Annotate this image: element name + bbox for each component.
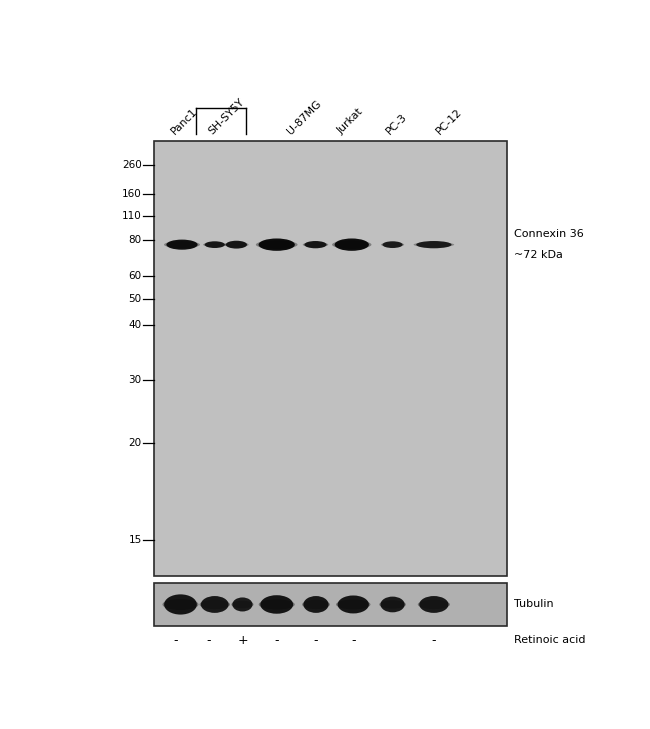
Ellipse shape bbox=[256, 241, 298, 249]
Ellipse shape bbox=[233, 598, 252, 612]
Ellipse shape bbox=[224, 242, 248, 247]
Text: -: - bbox=[351, 634, 356, 647]
Ellipse shape bbox=[166, 240, 198, 250]
Text: 40: 40 bbox=[129, 321, 142, 330]
Ellipse shape bbox=[164, 594, 197, 615]
Text: 80: 80 bbox=[129, 235, 142, 245]
Ellipse shape bbox=[231, 601, 254, 608]
Ellipse shape bbox=[164, 241, 200, 248]
Text: +: + bbox=[237, 634, 248, 647]
Text: ~72 kDa: ~72 kDa bbox=[514, 250, 564, 260]
Text: -: - bbox=[274, 634, 279, 647]
Ellipse shape bbox=[379, 600, 406, 609]
Ellipse shape bbox=[304, 241, 326, 249]
Text: PC-3: PC-3 bbox=[385, 112, 410, 136]
Ellipse shape bbox=[261, 595, 293, 614]
Text: -: - bbox=[174, 634, 178, 647]
Ellipse shape bbox=[416, 241, 452, 249]
Ellipse shape bbox=[303, 242, 328, 247]
Ellipse shape bbox=[201, 596, 229, 613]
Text: Jurkat: Jurkat bbox=[335, 107, 365, 136]
Text: 30: 30 bbox=[129, 375, 142, 386]
Text: 20: 20 bbox=[129, 438, 142, 448]
Text: -: - bbox=[314, 634, 318, 647]
Ellipse shape bbox=[162, 599, 198, 610]
Text: Panc1: Panc1 bbox=[169, 106, 199, 136]
Text: 60: 60 bbox=[129, 271, 142, 281]
Ellipse shape bbox=[413, 242, 454, 247]
Text: -: - bbox=[207, 634, 211, 647]
Text: 15: 15 bbox=[129, 536, 142, 545]
Ellipse shape bbox=[336, 599, 370, 609]
Text: PC-12: PC-12 bbox=[434, 106, 463, 136]
Bar bbox=[154, 582, 507, 626]
Bar bbox=[154, 141, 507, 576]
Text: 260: 260 bbox=[122, 160, 142, 170]
Ellipse shape bbox=[337, 596, 369, 613]
Ellipse shape bbox=[259, 238, 295, 251]
Text: 50: 50 bbox=[129, 294, 142, 303]
Ellipse shape bbox=[205, 241, 225, 248]
Text: -: - bbox=[432, 634, 436, 647]
Ellipse shape bbox=[418, 600, 450, 609]
Ellipse shape bbox=[332, 241, 371, 249]
Text: 160: 160 bbox=[122, 189, 142, 199]
Ellipse shape bbox=[304, 596, 329, 613]
Ellipse shape bbox=[200, 600, 230, 609]
Text: 110: 110 bbox=[122, 211, 142, 221]
Text: Retinoic acid: Retinoic acid bbox=[514, 636, 586, 645]
Ellipse shape bbox=[203, 242, 226, 247]
Text: Tubulin: Tubulin bbox=[514, 599, 554, 609]
Ellipse shape bbox=[382, 241, 402, 248]
Ellipse shape bbox=[302, 600, 330, 609]
Ellipse shape bbox=[419, 596, 448, 613]
Text: Connexin 36: Connexin 36 bbox=[514, 229, 584, 239]
Text: U-87MG: U-87MG bbox=[286, 98, 324, 136]
Ellipse shape bbox=[380, 596, 405, 612]
Ellipse shape bbox=[381, 242, 404, 247]
Ellipse shape bbox=[226, 241, 247, 249]
Ellipse shape bbox=[335, 238, 369, 251]
Text: SH-SY5Y: SH-SY5Y bbox=[206, 97, 246, 136]
Ellipse shape bbox=[259, 599, 294, 609]
